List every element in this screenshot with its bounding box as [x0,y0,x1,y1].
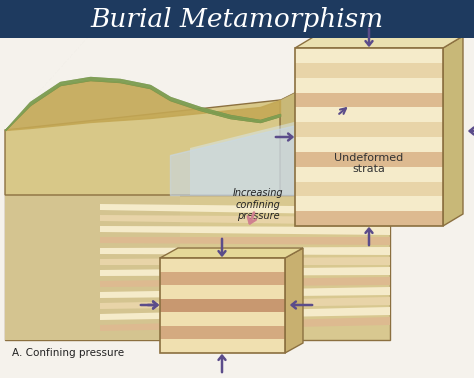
Polygon shape [100,267,390,276]
Bar [295,152,443,167]
Bar [295,107,443,122]
Polygon shape [100,226,390,235]
Bar [160,299,285,312]
Text: Increasing
confining
pressure: Increasing confining pressure [233,188,283,221]
Polygon shape [100,277,390,287]
Text: Undeformed
strata: Undeformed strata [334,153,404,175]
Bar [160,312,285,326]
Polygon shape [100,204,390,215]
Bar [295,211,443,226]
Polygon shape [5,195,180,340]
Polygon shape [100,237,390,245]
Polygon shape [5,100,280,195]
Text: Burial Metamorphism: Burial Metamorphism [91,6,383,31]
Bar [295,48,443,226]
Bar [160,326,285,339]
Bar [295,48,443,63]
Bar [160,258,285,271]
Bar [160,271,285,285]
Polygon shape [443,36,463,226]
Polygon shape [100,247,390,255]
Bar [295,196,443,211]
Bar [295,181,443,196]
Polygon shape [100,297,390,309]
Polygon shape [160,248,303,258]
Polygon shape [100,307,390,320]
Polygon shape [100,287,390,298]
Bar [160,285,285,299]
Bar [160,258,285,353]
Bar [160,339,285,353]
Polygon shape [280,85,310,195]
Polygon shape [100,317,390,331]
Bar [295,122,443,137]
Bar [0,0,474,38]
Bar [295,77,443,93]
Polygon shape [190,118,310,195]
Bar [295,93,443,107]
Bar [295,167,443,181]
Text: A. Confining pressure: A. Confining pressure [12,348,124,358]
Polygon shape [5,195,390,340]
Polygon shape [295,36,463,48]
Polygon shape [285,248,303,353]
Polygon shape [100,257,390,265]
Bar [295,137,443,152]
Bar [295,63,443,77]
Polygon shape [100,215,390,225]
